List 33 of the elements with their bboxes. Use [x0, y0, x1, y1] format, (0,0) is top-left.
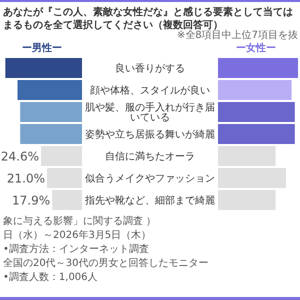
y-tick-label: 姿勢や立ち居振る舞いが綺麗 — [85, 128, 215, 140]
y-tick-label: 肌や髪、服の手入れが行き届いている — [85, 102, 215, 124]
text: 象に与える影響」に関する調査 ） — [3, 215, 156, 227]
bar — [218, 58, 298, 78]
bar — [20, 124, 82, 144]
text: •調査人数：1,006人 — [3, 271, 98, 283]
bar — [218, 102, 295, 122]
text: 日（水）～2026年3月5日（木） — [3, 229, 152, 241]
text: •調査方法：インターネット調査 — [3, 243, 149, 255]
bar — [41, 146, 82, 166]
bar — [47, 168, 82, 188]
text: 全国の20代～30代の男女と回答したモニター — [3, 257, 208, 269]
series-label: ー女性ー — [236, 42, 276, 54]
text: あなたが『この人、素敵な女性だな』と感じる要素として当てはまるものを全て選択してください（複数回答可） — [3, 6, 293, 31]
bar — [218, 80, 292, 100]
bar — [218, 190, 276, 210]
data-label: 17.9% — [12, 194, 50, 208]
series-label: ー男性ー — [22, 42, 62, 54]
y-tick-label: 自信に満ちたオーラ — [105, 150, 195, 162]
text: ※全8項目中上位7項目を抜 — [176, 29, 298, 41]
y-tick-label: 良い香りがする — [115, 62, 185, 74]
bar — [20, 102, 82, 122]
bar — [18, 80, 82, 100]
data-label: 24.6% — [0, 150, 39, 164]
bar — [218, 124, 295, 144]
y-tick-label: 似合うメイクやファッション — [85, 172, 215, 184]
bar — [218, 146, 276, 166]
y-tick-label: 指先や靴など、細部まで綺麗 — [84, 194, 215, 206]
data-label: 21.0% — [6, 172, 45, 186]
bar — [5, 58, 82, 78]
bar — [52, 190, 82, 210]
bar — [218, 168, 286, 188]
y-tick-label: 顔や体格、スタイルが良い — [90, 84, 210, 96]
